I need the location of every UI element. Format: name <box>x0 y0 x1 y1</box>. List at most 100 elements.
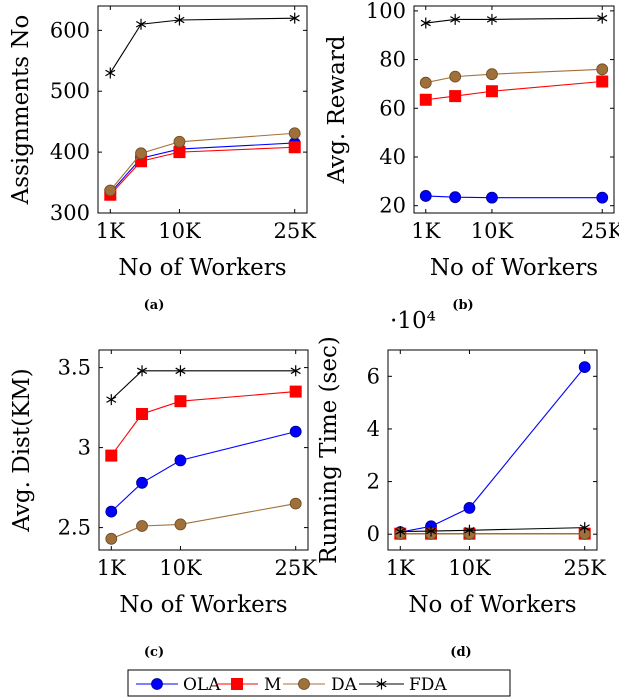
data-point-fda <box>135 18 147 30</box>
y-tick-label: 2 <box>367 470 380 494</box>
legend-marker-da <box>298 678 310 690</box>
legend-label-ola: OLA <box>183 675 221 695</box>
subfigure-caption: (a) <box>144 298 165 313</box>
series-line-ola <box>400 366 586 533</box>
y-tick-label: 100 <box>366 0 406 23</box>
y-axis-label: Avg. Reward <box>324 35 350 184</box>
data-point-fda <box>579 522 590 534</box>
series-line-m <box>425 80 603 101</box>
data-point-fda <box>106 394 117 406</box>
x-axis-label: No of Workers <box>119 592 287 618</box>
data-point-fda <box>420 17 431 29</box>
data-point-ola <box>419 190 432 202</box>
legend-marker-m <box>231 678 243 690</box>
x-tick-label: 10K <box>159 556 202 580</box>
legend-label-da: DA <box>331 675 358 695</box>
data-point-ola <box>174 454 187 467</box>
legend-label-m: M <box>264 675 281 695</box>
data-point-da <box>174 518 187 531</box>
subfigure-caption: (c) <box>144 645 164 660</box>
x-tick-label: 10K <box>471 219 514 243</box>
data-point-fda <box>289 12 300 24</box>
data-point-ola <box>486 191 498 204</box>
data-point-m <box>136 408 149 420</box>
chart-panel-a: 1K 10K 25K 300 400 500 600 No of Workers Assignm… <box>8 5 316 313</box>
x-tick-label: 25K <box>274 556 317 580</box>
data-point-fda <box>136 365 148 377</box>
x-tick-label: 1K <box>96 219 125 243</box>
data-point-fda <box>290 365 301 377</box>
x-tick-label: 10K <box>448 556 491 580</box>
data-point-fda <box>450 13 461 25</box>
data-point-fda <box>464 524 475 536</box>
data-point-da <box>136 520 148 532</box>
series-line-da <box>109 132 295 191</box>
legend-label-fda: FDA <box>409 675 447 695</box>
data-point-m <box>174 395 187 408</box>
plot-frame <box>413 5 615 214</box>
data-point-ola <box>105 505 118 518</box>
data-point-da <box>173 135 186 148</box>
legend-marker-ola <box>151 678 163 690</box>
subfigure-caption: (d) <box>450 645 471 660</box>
data-point-m <box>419 93 432 106</box>
x-tick-label: 25K <box>563 556 606 580</box>
x-tick-label: 1K <box>411 219 440 243</box>
series-line-ola <box>425 195 603 199</box>
data-point-ola <box>578 361 591 374</box>
legend-frame <box>127 669 511 697</box>
data-point-da <box>135 147 147 160</box>
data-point-m <box>173 146 186 159</box>
data-point-da <box>486 68 498 81</box>
data-point-da <box>104 184 117 197</box>
data-point-m <box>105 449 118 462</box>
data-point-fda <box>174 14 185 26</box>
data-point-ola <box>136 476 148 489</box>
y-axis-label: Running Time (sec) <box>316 336 342 564</box>
data-point-fda <box>425 525 437 537</box>
data-point-da <box>449 70 462 83</box>
legend: OLA M DA FDA <box>127 669 511 697</box>
chart-panel-d: 1K 10K 25K 0 2 4 6 No of Workers Running Time (s… <box>316 308 606 660</box>
y-tick-label: 3.5 <box>58 356 91 380</box>
data-point-fda <box>597 12 608 24</box>
data-point-da <box>105 532 118 545</box>
x-axis-label: No of Workers <box>408 592 576 618</box>
data-point-ola <box>596 191 609 204</box>
y-axis-label: Avg. Dist(KM) <box>9 368 35 533</box>
x-tick-label: 10K <box>158 219 201 243</box>
x-tick-label: 1K <box>97 556 126 580</box>
y-scale-note: ·10⁴ <box>390 308 436 334</box>
legend-marker-fda <box>376 678 387 690</box>
y-tick-label: 3 <box>78 436 91 460</box>
series-line-ola <box>109 142 295 194</box>
series-line-fda <box>425 17 603 24</box>
x-axis-label: No of Workers <box>430 255 598 281</box>
subfigure-caption: (b) <box>452 298 473 313</box>
data-point-m <box>288 141 301 154</box>
y-tick-label: 60 <box>379 96 406 120</box>
y-tick-label: 400 <box>50 140 90 164</box>
data-point-da <box>289 497 302 510</box>
data-point-m <box>449 90 462 103</box>
y-tick-label: 4 <box>367 417 380 441</box>
y-axis-label: Assignments No <box>8 15 34 206</box>
data-point-ola <box>449 191 462 204</box>
data-point-fda <box>175 365 186 377</box>
y-tick-label: 600 <box>50 18 90 42</box>
x-axis-label: No of Workers <box>118 255 286 281</box>
series-line-m <box>110 391 296 456</box>
data-point-fda <box>395 526 406 538</box>
x-tick-label: 25K <box>273 219 316 243</box>
data-point-fda <box>486 13 498 25</box>
y-tick-label: 500 <box>50 79 90 103</box>
y-tick-label: 80 <box>379 48 406 72</box>
y-tick-label: 40 <box>379 145 406 169</box>
data-point-da <box>288 127 301 140</box>
x-tick-label: 1K <box>386 556 415 580</box>
plot-frame <box>97 5 308 214</box>
data-point-m <box>596 75 609 88</box>
series-line-ola <box>110 431 296 513</box>
data-point-m <box>485 85 498 98</box>
